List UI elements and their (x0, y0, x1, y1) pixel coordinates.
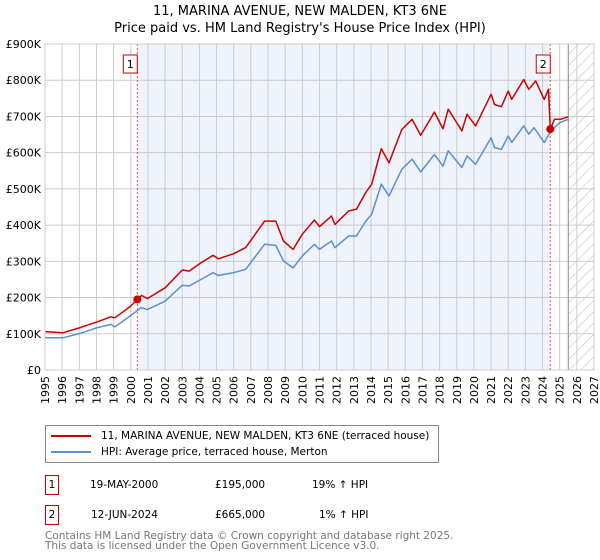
hpi-line (45, 118, 569, 339)
x-tick-label: 1998 (90, 376, 103, 404)
x-tick-label: 2005 (211, 376, 224, 404)
x-tick-label: 2015 (382, 376, 395, 404)
x-tick-label: 2013 (348, 376, 361, 404)
x-tick-label: 1996 (56, 376, 69, 404)
plot-frame (44, 43, 595, 371)
legend: 11, MARINA AVENUE, NEW MALDEN, KT3 6NE (… (45, 425, 439, 463)
legend-label: 11, MARINA AVENUE, NEW MALDEN, KT3 6NE (… (101, 430, 430, 442)
chart-subtitle: Price paid vs. HM Land Registry's House … (114, 21, 486, 36)
x-tick-label: 2021 (485, 376, 498, 404)
x-tick-label: 2017 (416, 376, 429, 404)
transaction-price: £195,000 (215, 479, 266, 491)
sale-period-shading (137, 44, 551, 370)
x-tick-label: 2027 (588, 376, 600, 404)
sale-label: 2 (540, 58, 547, 71)
x-tick-label: 2025 (554, 376, 567, 404)
y-tick-label: £900K (6, 38, 42, 51)
x-tick-label: 2023 (519, 376, 532, 404)
price-chart: 1995 1996 1997 1998 1999 2000 2001 2002 2003 2004… (6, 38, 600, 404)
transaction-hpi: 1% ↑ HPI (319, 509, 369, 521)
x-tick-label: 2008 (262, 376, 275, 404)
x-tick-label: 2012 (331, 376, 344, 404)
transaction-hpi: 19% ↑ HPI (312, 479, 369, 491)
x-tick-label: 2020 (468, 376, 481, 404)
legend-item-property: 11, MARINA AVENUE, NEW MALDEN, KT3 6NE (… (51, 430, 429, 442)
transaction-date: 12-JUN-2024 (91, 509, 158, 521)
forecast-hatch (568, 44, 594, 370)
x-tick-label: 2011 (314, 376, 327, 404)
transaction-row: 1 19-MAY-2000 £195,000 19% ↑ HPI (45, 475, 465, 495)
x-tick-label: 2014 (365, 376, 378, 404)
transaction-badge: 1 (45, 475, 59, 495)
y-tick-label: £100K (6, 328, 42, 341)
y-tick-label: £300K (6, 255, 42, 268)
sale-label: 1 (127, 58, 134, 71)
y-tick-label: £600K (6, 147, 42, 160)
x-tick-label: 2007 (245, 376, 258, 404)
x-tick-label: 1997 (73, 376, 86, 404)
x-tick-label: 2018 (434, 376, 447, 404)
y-tick-label: £800K (6, 74, 42, 87)
sale-point (546, 125, 555, 134)
sale-point (133, 295, 142, 304)
x-tick-label: 2016 (399, 376, 412, 404)
x-tick-label: 2019 (451, 376, 464, 404)
footer-copyright: Contains HM Land Registry data © Crown c… (45, 530, 454, 542)
x-tick-label: 1995 (39, 376, 52, 404)
legend-swatch-blue (51, 451, 91, 453)
x-tick-label: 2006 (228, 376, 241, 404)
legend-label: HPI: Average price, terraced house, Mert… (101, 446, 328, 458)
x-tick-label: 2010 (296, 376, 309, 404)
x-tick-label: 2002 (159, 376, 172, 404)
y-tick-label: £700K (6, 110, 42, 123)
x-tick-label: 1999 (108, 376, 121, 404)
footer-licence: This data is licensed under the Open Gov… (45, 540, 380, 552)
transaction-price: £665,000 (215, 509, 266, 521)
property-price-line (44, 78, 569, 334)
chart-title: 11, MARINA AVENUE, NEW MALDEN, KT3 6NE (153, 4, 447, 19)
legend-item-hpi: HPI: Average price, terraced house, Mert… (51, 446, 328, 458)
x-tick-label: 2022 (502, 376, 515, 404)
sale-label-box (535, 54, 551, 74)
x-tick-label: 2003 (176, 376, 189, 404)
x-tick-label: 2024 (537, 376, 550, 404)
y-tick-label: £200K (6, 292, 42, 305)
legend-swatch-red (51, 435, 91, 437)
sale-label-box (122, 54, 138, 74)
transaction-badge: 2 (45, 505, 59, 525)
x-tick-label: 2009 (279, 376, 292, 404)
y-tick-label: £500K (6, 183, 42, 196)
x-tick-label: 2001 (142, 376, 155, 404)
x-tick-label: 2004 (193, 376, 206, 404)
y-tick-label: £0 (27, 364, 41, 377)
x-tick-label: 2000 (125, 376, 138, 404)
y-tick-label: £400K (6, 219, 42, 232)
x-tick-label: 2026 (571, 376, 584, 404)
transaction-row: 2 12-JUN-2024 £665,000 1% ↑ HPI (45, 505, 465, 525)
transaction-date: 19-MAY-2000 (90, 479, 159, 491)
